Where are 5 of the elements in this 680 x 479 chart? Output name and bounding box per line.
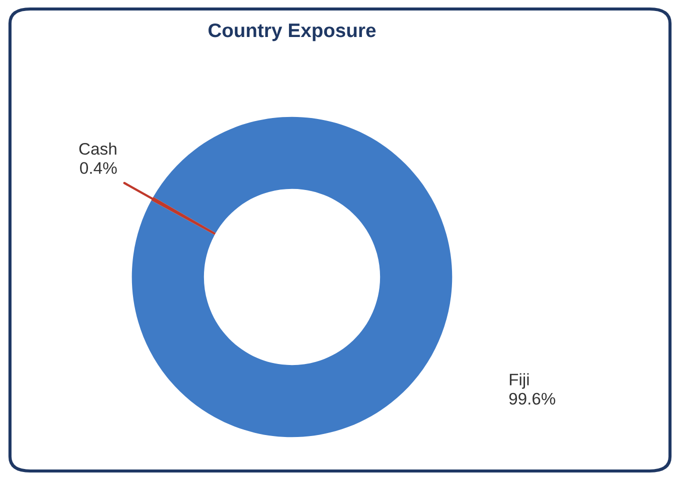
data-label: 0.4% — [80, 162, 117, 174]
slice-label: Cash — [79, 142, 116, 155]
slice-label: Fiji — [510, 373, 529, 389]
chart-title: Country Exposure — [208, 23, 376, 42]
data-label: 99.6% — [509, 392, 556, 405]
